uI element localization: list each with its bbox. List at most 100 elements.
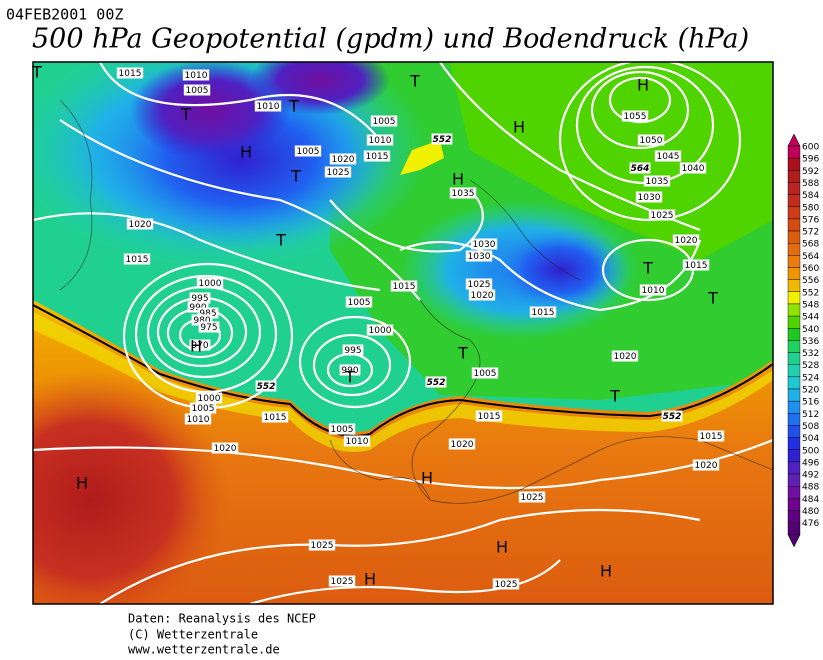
label-box — [639, 284, 667, 296]
map-labels: 1015 101010051010100510101015100510201025… — [31, 63, 725, 590]
label-box — [328, 575, 356, 587]
isobar-label: 1005 — [331, 425, 354, 435]
isobar-label: 1005 — [373, 117, 396, 127]
colorbar-swatch — [787, 400, 801, 414]
label-box — [529, 306, 557, 318]
colorbar-swatch — [787, 388, 801, 402]
label-box — [366, 324, 394, 336]
isobar-label: 1025 — [521, 493, 544, 503]
isobar-label: 1015 — [393, 282, 416, 292]
colorbar-swatch — [787, 522, 801, 536]
label-box — [255, 380, 277, 392]
colorbar-swatch — [787, 425, 801, 438]
isobar-label: 1020 — [451, 440, 474, 450]
label-box — [470, 238, 498, 250]
pressure-center: H — [76, 474, 88, 493]
isobar-label: 980 — [193, 316, 210, 326]
label-box — [308, 539, 336, 551]
isobar-label: 1025 — [651, 211, 674, 221]
colorbar-label: 512 — [802, 410, 819, 420]
label-box — [637, 134, 665, 146]
label-box — [123, 253, 151, 265]
isobar-label: 1015 — [366, 152, 389, 162]
label-box — [254, 100, 282, 112]
colorbar-label: 524 — [802, 373, 819, 383]
colorbar-label: 560 — [802, 264, 819, 274]
colorbar-label: 548 — [802, 300, 819, 310]
colorbar-label: 492 — [802, 471, 819, 481]
label-box — [475, 410, 503, 422]
contour-label: 552 — [257, 382, 276, 392]
colorbar-swatch — [787, 315, 801, 329]
label-box — [654, 150, 682, 162]
isobar-label: 995 — [344, 346, 361, 356]
isobar-label: 1040 — [682, 164, 705, 174]
colorbar-swatch — [787, 157, 801, 171]
colorbar-label: 496 — [802, 458, 819, 468]
label-box — [366, 134, 394, 146]
colorbar-swatch — [787, 267, 801, 280]
isobar-label: 1010 — [346, 437, 369, 447]
label-box — [643, 175, 671, 187]
pressure-center: H — [637, 76, 649, 95]
label-box — [692, 459, 720, 471]
isobar-label: 1000 — [198, 394, 221, 404]
label-box — [189, 402, 217, 414]
label-box — [294, 145, 322, 157]
label-box — [629, 162, 651, 174]
map-field — [33, 62, 773, 604]
label-box — [697, 430, 725, 442]
pressure-center: H — [190, 337, 202, 356]
label-box — [492, 578, 520, 590]
pressure-center: H — [240, 143, 252, 162]
colorbar-label: 536 — [802, 337, 819, 347]
label-box — [189, 339, 211, 351]
label-box — [621, 110, 649, 122]
colorbar-label: 516 — [802, 398, 819, 408]
colorbar-label: 580 — [802, 203, 819, 213]
pressure-center: H — [600, 562, 612, 581]
isobar-label: 1020 — [695, 461, 718, 471]
colorbar-swatch — [787, 291, 801, 305]
pressure-center: T — [31, 63, 42, 82]
pressure-center: T — [180, 105, 191, 124]
label-box — [648, 209, 676, 221]
pressure-center: T — [707, 289, 718, 308]
isobar-label: 1030 — [468, 252, 491, 262]
colorbar-label: 544 — [802, 313, 819, 323]
pressure-center: T — [290, 167, 301, 186]
colorbar-swatch — [787, 376, 801, 390]
label-box — [468, 289, 496, 301]
isobar-label: 1045 — [657, 152, 680, 162]
contour-label: 552 — [433, 135, 452, 145]
colorbar-swatch — [787, 218, 801, 232]
label-box — [672, 234, 700, 246]
pressure-center: H — [496, 538, 508, 557]
colorbar-label: 476 — [802, 519, 819, 529]
colorbar-swatch — [787, 473, 801, 487]
isobar-label: 1025 — [468, 280, 491, 290]
colorbar-swatch — [787, 449, 801, 463]
label-box — [448, 438, 476, 450]
colorbar-label: 592 — [802, 167, 819, 177]
label-box — [345, 296, 373, 308]
colorbar-swatch — [787, 413, 801, 426]
colorbar-label: 488 — [802, 483, 819, 493]
label-box — [465, 250, 493, 262]
colorbar-label: 584 — [802, 191, 819, 201]
colorbar: 600 596 592 588 584 580 576 572 568 564 560 556 552 5… — [787, 133, 819, 548]
label-box — [191, 314, 213, 326]
pressure-center: H — [421, 469, 433, 488]
colorbar-label: 600 — [802, 143, 819, 153]
label-box — [187, 301, 209, 313]
pressure-center: H — [513, 118, 525, 137]
label-box — [195, 392, 223, 404]
colorbar-swatch — [787, 170, 801, 183]
label-box — [518, 491, 546, 503]
isobar-label: 1030 — [638, 193, 661, 203]
label-box — [611, 350, 639, 362]
label-box — [329, 153, 357, 165]
label-box — [126, 218, 154, 230]
label-box — [261, 411, 289, 423]
footer-line: (C) Wetterzentrale — [128, 628, 258, 642]
